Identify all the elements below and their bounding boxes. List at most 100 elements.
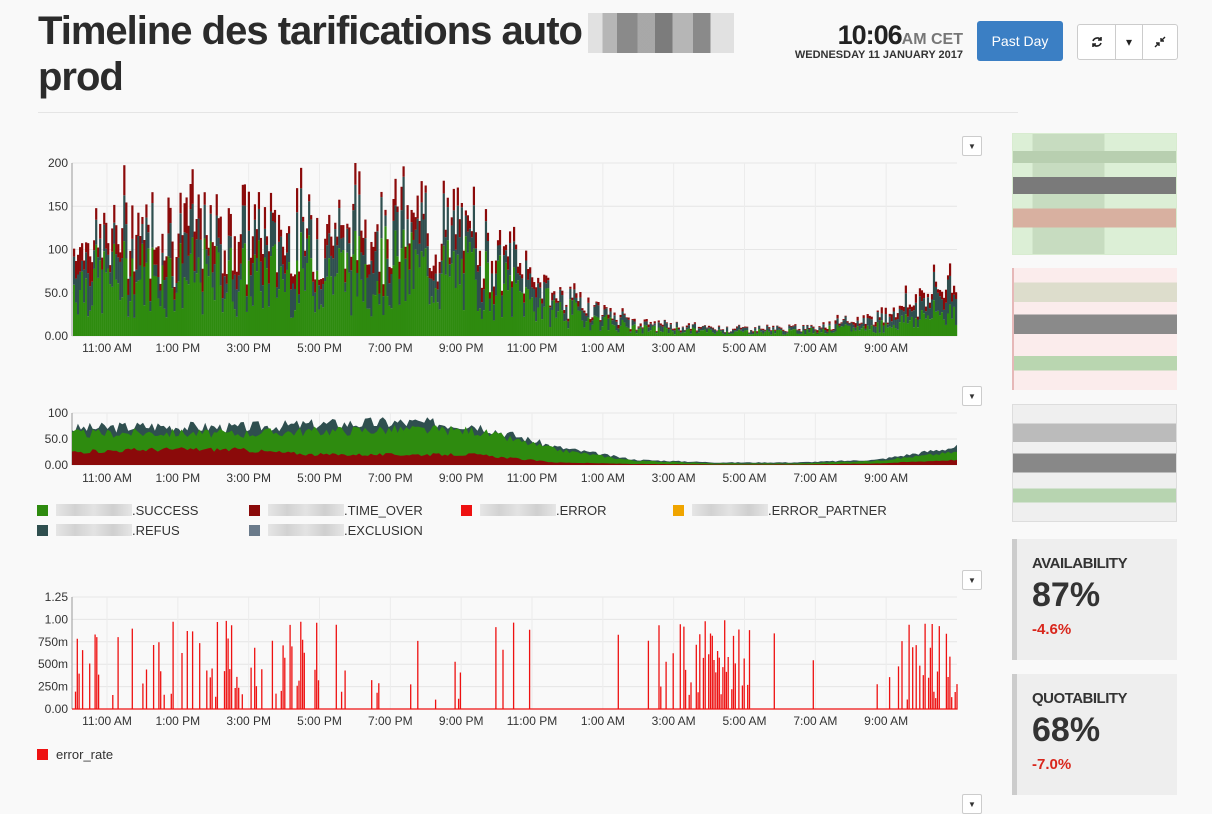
bar-mark xyxy=(123,195,125,241)
bar-mark xyxy=(684,332,686,336)
caret-down-icon[interactable]: ▾ xyxy=(1116,25,1142,59)
bar-mark xyxy=(716,332,718,336)
bar-mark xyxy=(467,232,469,253)
bar-mark xyxy=(503,284,505,336)
bar-mark xyxy=(73,257,75,285)
bar-mark xyxy=(161,253,163,266)
bar-mark xyxy=(288,226,290,233)
bar-mark xyxy=(828,321,830,323)
bar-mark xyxy=(292,284,294,318)
bar-mark xyxy=(840,326,842,336)
bar-mark xyxy=(179,243,181,336)
bar-mark xyxy=(149,301,151,311)
bar-mark xyxy=(792,329,794,336)
bar-mark xyxy=(678,328,680,329)
bar-mark xyxy=(595,303,597,317)
status-tile-grey[interactable] xyxy=(1012,404,1177,522)
bar-mark xyxy=(157,246,159,277)
bar-mark xyxy=(804,334,806,336)
bar-mark xyxy=(571,298,573,301)
bar-mark xyxy=(875,327,877,333)
bar-mark xyxy=(573,300,575,336)
legend-item[interactable]: .TIME_OVER xyxy=(249,503,423,518)
bar-mark xyxy=(465,236,467,336)
chart4-menu-button[interactable]: ▼ xyxy=(962,794,982,814)
title-line2: prod xyxy=(38,55,123,99)
bar-mark xyxy=(680,334,682,336)
bar-mark xyxy=(258,209,260,240)
bar-mark xyxy=(125,202,127,224)
bar-mark xyxy=(611,320,613,324)
bar-mark xyxy=(688,329,690,336)
bar-mark xyxy=(726,327,728,331)
bar-mark xyxy=(274,222,276,244)
bar-mark xyxy=(690,334,692,336)
status-tile-green[interactable] xyxy=(1012,133,1177,255)
bar-mark xyxy=(163,261,165,281)
bar-mark xyxy=(589,319,591,322)
bar-mark xyxy=(459,219,461,237)
bar-mark xyxy=(656,333,658,336)
bar-mark xyxy=(613,313,615,316)
bar-mark xyxy=(338,208,340,248)
bar-mark xyxy=(901,306,903,310)
bar-mark xyxy=(569,299,571,336)
bar-mark xyxy=(173,311,175,336)
bar-mark xyxy=(362,302,364,336)
bar-mark xyxy=(260,262,262,292)
bar-mark xyxy=(931,299,933,318)
legend-2[interactable]: error_rate xyxy=(37,747,113,762)
legend-item[interactable]: .ERROR_PARTNER xyxy=(673,503,887,518)
bar-mark xyxy=(654,323,656,326)
bar-mark xyxy=(161,265,163,336)
bar-mark xyxy=(155,277,157,336)
bar-mark xyxy=(607,330,609,336)
bar-mark xyxy=(619,315,621,317)
legend-item[interactable]: .SUCCESS xyxy=(37,503,198,518)
bar-mark xyxy=(768,328,770,331)
bar-mark xyxy=(415,230,417,250)
bar-mark xyxy=(915,303,917,318)
bar-mark xyxy=(503,255,505,284)
bar-mark xyxy=(79,272,81,290)
bar-mark xyxy=(143,305,145,336)
bar-mark xyxy=(246,284,248,296)
bar-mark xyxy=(135,270,137,282)
bar-mark xyxy=(163,280,165,309)
legend-item[interactable]: .EXCLUSION xyxy=(249,523,423,538)
status-tile-red[interactable] xyxy=(1012,268,1177,390)
legend-item[interactable]: .REFUS xyxy=(37,523,180,538)
bar-mark xyxy=(384,226,386,336)
bar-mark xyxy=(417,255,419,336)
refresh-icon[interactable] xyxy=(1078,25,1116,59)
bar-mark xyxy=(780,330,782,336)
bar-mark xyxy=(541,304,543,320)
bar-mark xyxy=(344,269,346,283)
bar-mark xyxy=(832,329,834,330)
collapse-icon[interactable] xyxy=(1143,25,1177,59)
legend-item[interactable]: .ERROR xyxy=(461,503,607,518)
bar-mark xyxy=(354,185,356,231)
bar-mark xyxy=(887,328,889,336)
bar-mark xyxy=(314,312,316,336)
bar-mark xyxy=(668,329,670,333)
bar-mark xyxy=(457,206,459,255)
bar-mark xyxy=(698,328,700,333)
bar-mark xyxy=(812,333,814,336)
bar-mark xyxy=(256,258,258,271)
y-tick-label: 150 xyxy=(48,199,68,213)
bar-mark xyxy=(111,228,113,251)
bar-mark xyxy=(449,264,451,276)
bar-mark xyxy=(471,231,473,237)
bar-mark xyxy=(228,260,230,336)
bar-mark xyxy=(244,243,246,336)
bar-mark xyxy=(441,244,443,261)
bar-mark xyxy=(433,266,435,281)
bar-mark xyxy=(951,302,953,319)
bar-mark xyxy=(312,272,314,282)
past-day-button[interactable]: Past Day xyxy=(977,21,1063,61)
bar-mark xyxy=(266,245,268,268)
bar-mark xyxy=(814,331,816,336)
bar-mark xyxy=(214,300,216,336)
bar-mark xyxy=(531,297,533,336)
